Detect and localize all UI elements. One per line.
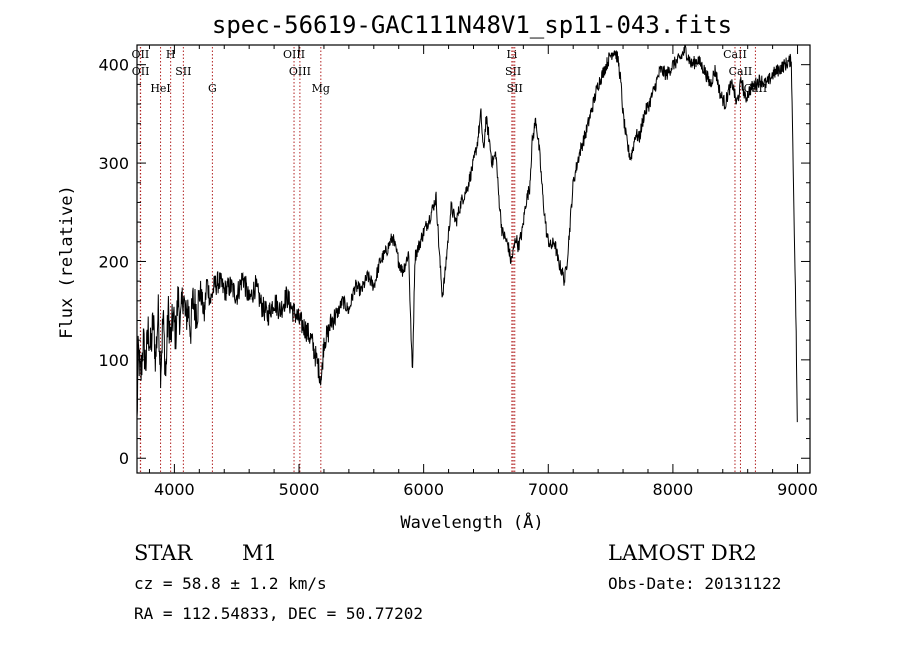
spectral-line-label: OIII xyxy=(289,65,311,78)
spectral-line-label: Li xyxy=(506,48,517,61)
y-tick-label: 200 xyxy=(98,252,129,271)
spectral-line-label: SII xyxy=(175,65,191,78)
spectral-line-label: Mg xyxy=(312,82,330,95)
spectral-line-label: SII xyxy=(505,65,521,78)
object-subclass: M1 xyxy=(242,541,277,565)
x-tick-label: 9000 xyxy=(777,480,818,499)
axis-ticks: 4000 5000 6000 7000 8000 9000 0 100 200 300 400 xyxy=(98,45,818,499)
spectral-lines: OIIOIIHeIHSIIGOIIIOIIIMgLiSIISIICaIICaII… xyxy=(132,47,767,473)
spectral-line-label: SII xyxy=(507,82,523,95)
y-tick-label: 0 xyxy=(119,449,129,468)
x-axis-label: Wavelength (Å) xyxy=(400,511,543,533)
spectral-line-label: OII xyxy=(132,65,150,78)
y-tick-label: 100 xyxy=(98,351,129,370)
y-tick-label: 300 xyxy=(98,154,129,173)
spectrum-plot xyxy=(136,45,798,423)
y-tick-label: 400 xyxy=(98,56,129,75)
redshift-info: cz = 58.8 ± 1.2 km/s xyxy=(134,574,327,593)
x-tick-label: 6000 xyxy=(403,480,444,499)
spectral-line-label: OIII xyxy=(283,48,305,61)
spectral-line-label: HeI xyxy=(150,82,170,95)
spectral-line-label: CaII xyxy=(723,48,747,61)
spectral-line-label: H xyxy=(166,48,176,61)
spectral-line-label: CaII xyxy=(729,65,753,78)
x-tick-label: 4000 xyxy=(154,480,195,499)
spectral-line-label: G xyxy=(208,82,217,95)
coordinates: RA = 112.54833, DEC = 50.77202 xyxy=(134,604,423,623)
x-tick-label: 7000 xyxy=(528,480,569,499)
plot-frame xyxy=(136,44,811,474)
x-tick-label: 5000 xyxy=(279,480,320,499)
observation-date: Obs-Date: 20131122 xyxy=(608,574,781,593)
spectrum-trace xyxy=(136,45,798,423)
object-class: STAR xyxy=(134,541,193,565)
survey-name: LAMOST DR2 xyxy=(608,541,757,565)
y-axis-label: Flux (relative) xyxy=(57,185,77,339)
x-tick-label: 8000 xyxy=(653,480,694,499)
chart-title: spec-56619-GAC111N48V1_sp11-043.fits xyxy=(212,11,732,39)
